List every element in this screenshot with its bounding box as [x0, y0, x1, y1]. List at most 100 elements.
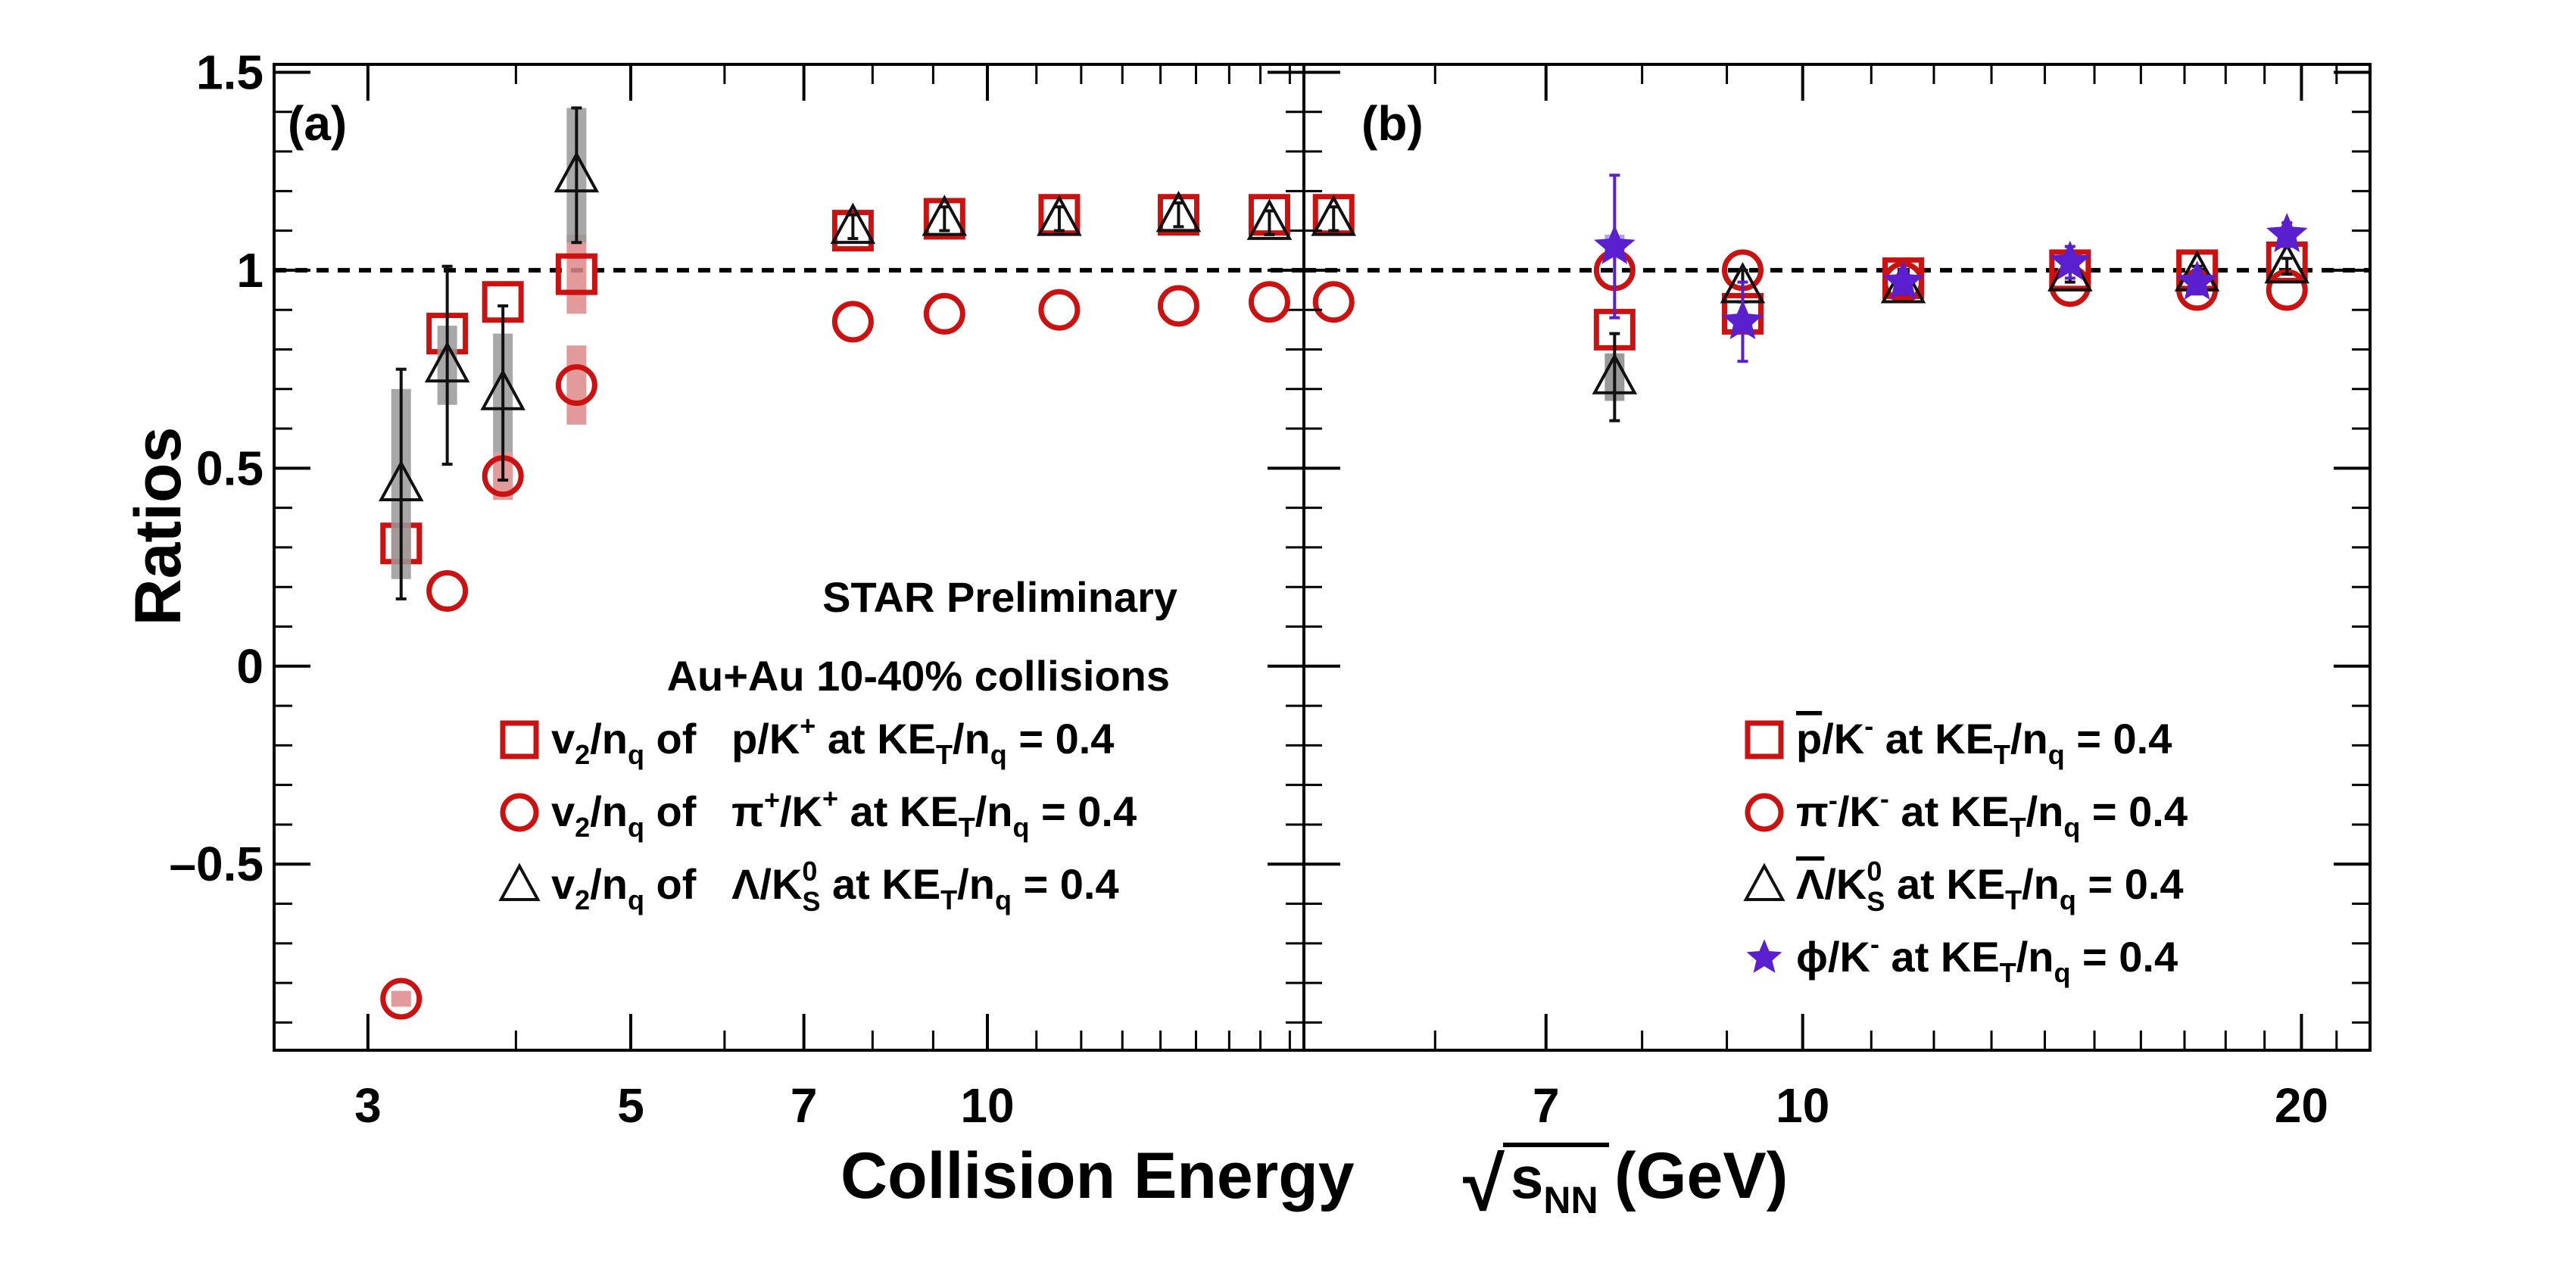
text-part: + [800, 710, 816, 741]
panel-b: 7 10 20(b)p/K- at KET/nq = 0.4π-/K- at KET… [1302, 63, 2372, 1133]
data-point [554, 151, 600, 193]
text-part: q [628, 812, 644, 843]
text-part: /n [2026, 787, 2064, 835]
text-part: q [990, 739, 1007, 770]
text-part: at KE [1873, 715, 1994, 762]
text-part: S [1867, 886, 1885, 917]
data-point [1594, 224, 1636, 264]
text-part: /n [2010, 715, 2048, 762]
text-part: π [731, 787, 764, 835]
data-point [2049, 240, 2091, 280]
text-part: NN [1543, 1179, 1598, 1221]
text-part: at KE [838, 787, 959, 835]
series [380, 281, 1355, 1020]
data-point [1722, 300, 1764, 340]
text-part: + [764, 784, 780, 815]
panel-label: (b) [1361, 96, 1424, 151]
text-part: at KE [816, 715, 936, 762]
panel-label: (a) [288, 96, 347, 151]
text-part: v [551, 860, 575, 908]
x-tick-label: 7 [1533, 1078, 1560, 1133]
legend-entry: p/K- at KET/nq = 0.4 [1796, 710, 2172, 770]
text-part: of [644, 715, 697, 762]
legend-entry: v2/nq of π+/K+ at KET/nq = 0.4 [551, 783, 1137, 843]
y-tick-label: 0 [236, 639, 264, 694]
text-part: /n [2022, 860, 2060, 908]
x-tick-label: 10 [960, 1078, 1014, 1133]
text-part: at KE [1889, 787, 2010, 835]
data-point [555, 364, 597, 407]
text-part: /K [757, 715, 800, 762]
text-part: 2 [575, 812, 590, 843]
data-point [426, 569, 469, 612]
text-part: v [551, 715, 575, 762]
text-part: s [1511, 1144, 1543, 1211]
text-part: p [1796, 715, 1822, 762]
data-point [1038, 288, 1081, 331]
text-part: /K [1838, 787, 1880, 835]
text-part: T [959, 812, 975, 843]
data-point [480, 369, 525, 410]
data-point [2266, 213, 2308, 253]
text-part: T [2000, 957, 2016, 988]
data-point [923, 292, 965, 335]
text-part: π [1796, 787, 1829, 835]
legend-entry: π-/K- at KET/nq = 0.4 [1796, 783, 2188, 843]
text-part: at KE [1879, 933, 2000, 981]
text-part: 2 [575, 884, 590, 915]
text-part: = 0.4 [2080, 787, 2188, 835]
text-part: /n [590, 715, 628, 762]
text-part: q [995, 884, 1012, 915]
legend-entry: v2/nq of p/K+ at KET/nq = 0.4 [551, 710, 1114, 770]
text-part: - [1829, 784, 1838, 815]
text-part: T [2005, 884, 2022, 915]
text-part: Λ [731, 860, 759, 908]
data-point [1882, 260, 1924, 300]
text-part: p [731, 715, 757, 762]
data-point [380, 978, 423, 1020]
data-point [830, 202, 876, 245]
series [1594, 173, 2308, 363]
text-part: = 0.4 [2065, 715, 2172, 762]
text-part: /n [2016, 933, 2054, 981]
text-part: at KE [820, 860, 940, 908]
systematic-error-box [566, 345, 587, 425]
text-part: /n [953, 715, 990, 762]
data-point [2176, 260, 2218, 300]
legend-entry: Λ/K0 S at KET/nq = 0.4 [1796, 856, 2184, 917]
data-point [1037, 195, 1082, 236]
data-point [1743, 862, 1785, 901]
panel-a: 1.5 1 0.5 0 –0.5 3 5 7 10 (a) STAR Preliminary Au+A… [169, 45, 1357, 1133]
data-point [831, 210, 874, 252]
series [1593, 241, 2308, 351]
data-point [1312, 281, 1355, 323]
data-point [1248, 281, 1290, 323]
text-part: q [2063, 812, 2080, 843]
data-point [2266, 269, 2308, 311]
text-part: of [644, 860, 697, 908]
systematic-error-box [391, 990, 411, 1007]
legend-entry: v2/nq of Λ/K0 S at KET/nq = 0.4 [551, 856, 1119, 917]
y-tick-label: –0.5 [169, 837, 264, 891]
text-part: /K [1824, 860, 1867, 908]
legend-entry: ϕ/K- at KET/nq = 0.4 [1796, 928, 2178, 988]
text-part: T [2010, 812, 2026, 843]
data-point [1157, 285, 1199, 327]
text-part: of [644, 787, 697, 835]
sqrt-symbol: √ [1463, 1142, 1505, 1227]
data-point [2264, 242, 2309, 284]
text-part: S [802, 886, 820, 917]
y-tick-label: 1 [236, 243, 264, 298]
systematic-error-box [566, 234, 587, 314]
text-part: T [1994, 739, 2010, 770]
text-part: - [1864, 710, 1873, 741]
text-part: /n [590, 787, 628, 835]
data-point [1592, 353, 1638, 394]
x-axis-label-text: Collision Energy [840, 1140, 1355, 1212]
text-part: /n [957, 860, 995, 908]
sqrt-argument: sNN [1511, 1144, 1598, 1221]
plot-frame [1302, 63, 2372, 1052]
data-point [498, 862, 541, 901]
series [378, 106, 1357, 600]
